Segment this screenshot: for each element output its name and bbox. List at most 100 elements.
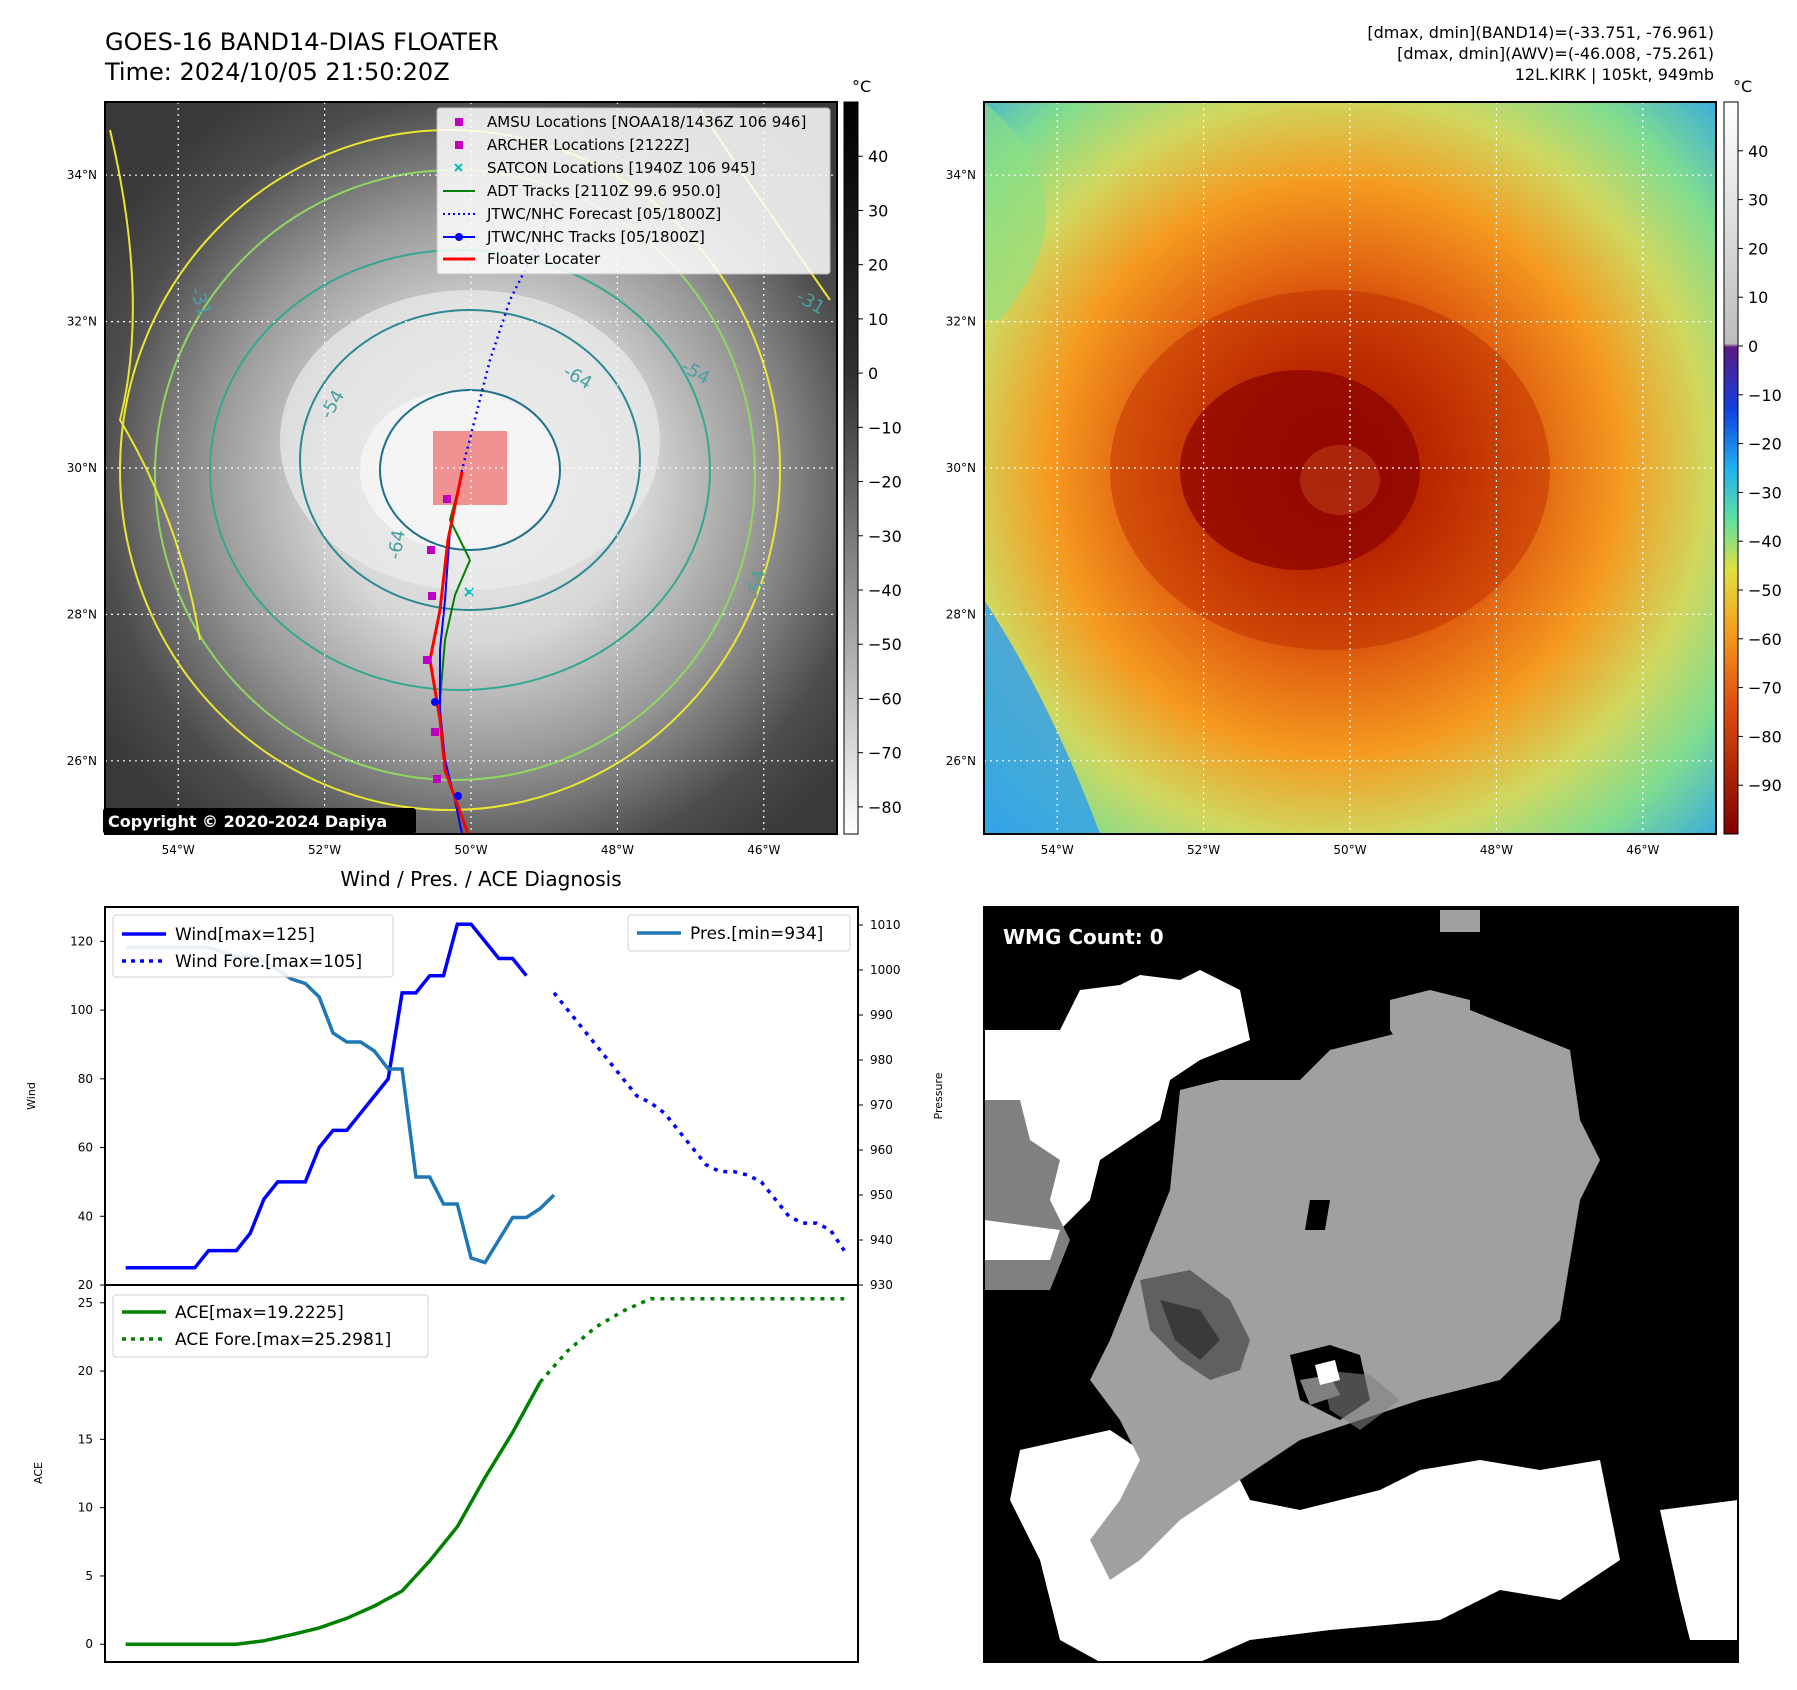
adt-track bbox=[439, 474, 472, 701]
colorbar-left bbox=[843, 101, 859, 835]
pressure-tick-label: 990 bbox=[870, 1008, 893, 1022]
series-line bbox=[552, 991, 846, 1252]
grid-right bbox=[984, 102, 1716, 834]
colorbar-tick-label: −40 bbox=[868, 581, 902, 600]
colorbar-left-ticks: 40 30 20 10 0 −10 −20 −30 −40 −50 −60 −70 −80 bbox=[858, 147, 902, 817]
series-line bbox=[125, 1381, 542, 1646]
ace-tick-label: 25 bbox=[78, 1296, 93, 1310]
amsu-marker bbox=[443, 495, 451, 503]
archer-marker bbox=[423, 656, 431, 664]
wind-tick-label: 40 bbox=[78, 1209, 93, 1223]
legend-satcon: SATCON Locations [1940Z 106 945] bbox=[487, 159, 755, 177]
wind-chart-axes: 20 40 60 80 100 120 930 940 950 960 970 980 990 1000 1… bbox=[70, 918, 900, 1292]
series-line bbox=[538, 1296, 845, 1384]
colorbar-tick-label: −60 bbox=[1748, 630, 1782, 649]
ace-chart bbox=[125, 1296, 845, 1646]
lon-tick-label: 50°W bbox=[454, 843, 487, 857]
ace-ylabel: ACE bbox=[32, 1462, 45, 1484]
ace-tick-label: 20 bbox=[78, 1364, 93, 1378]
lon-tick-label: 54°W bbox=[162, 843, 195, 857]
colorbar-tick-label: −80 bbox=[868, 798, 902, 817]
lat-tick-label: 32°N bbox=[946, 315, 976, 329]
lat-tick-label: 26°N bbox=[67, 754, 97, 768]
lon-tick-label: 52°W bbox=[308, 843, 341, 857]
archer-marker bbox=[431, 728, 439, 736]
legend-amsu: AMSU Locations [NOAA18/1436Z 106 946] bbox=[487, 113, 806, 131]
lon-tick-label: 46°W bbox=[1626, 843, 1659, 857]
colorbar-tick-label: 40 bbox=[868, 147, 888, 166]
wmg-panel bbox=[984, 907, 1738, 1662]
wind-tick-label: 120 bbox=[70, 934, 93, 948]
lat-tick-label: 28°N bbox=[946, 607, 976, 621]
legend-forecast: JTWC/NHC Forecast [05/1800Z] bbox=[486, 205, 721, 223]
ace-tick-label: 10 bbox=[78, 1501, 93, 1515]
colorbar-tick-label: 20 bbox=[868, 256, 888, 275]
wmg-count: WMG Count: 0 bbox=[1003, 925, 1164, 949]
jtwc-track-point bbox=[454, 792, 462, 800]
lon-tick-label: 50°W bbox=[1333, 843, 1366, 857]
pressure-ylabel: Pressure bbox=[932, 1072, 945, 1119]
colorbar-right bbox=[1723, 101, 1739, 835]
colorbar-tick-label: 10 bbox=[1748, 288, 1768, 307]
lon-tick-label: 46°W bbox=[747, 843, 780, 857]
ir-map-left-frame bbox=[104, 101, 838, 835]
lat-tick-label: 26°N bbox=[946, 754, 976, 768]
colorbar-tick-label: −20 bbox=[1748, 435, 1782, 454]
lat-tick-label: 34°N bbox=[946, 168, 976, 182]
legend-acefore: ACE Fore.[max=25.2981] bbox=[175, 1330, 391, 1350]
legend-tracks: JTWC/NHC Tracks [05/1800Z] bbox=[486, 228, 705, 246]
colorbar-tick-label: −30 bbox=[868, 527, 902, 546]
legend-marker-archer bbox=[455, 141, 463, 149]
colorbar-right-unit: °C bbox=[1733, 77, 1752, 96]
copyright: Copyright © 2020-2024 Dapiya bbox=[108, 812, 387, 831]
storm-info: 12L.KIRK | 105kt, 949mb bbox=[1515, 65, 1714, 84]
legend-pres: Pres.[min=934] bbox=[690, 924, 823, 944]
colorbar-tick-label: −80 bbox=[1748, 727, 1782, 746]
colorbar-tick-label: −20 bbox=[868, 473, 902, 492]
pressure-tick-label: 970 bbox=[870, 1098, 893, 1112]
colorbar-tick-label: −10 bbox=[1748, 386, 1782, 405]
archer-marker bbox=[427, 546, 435, 554]
ace-chart-axes: 0 5 10 15 20 25 bbox=[78, 1296, 105, 1651]
ace-legend: ACE[max=19.2225] ACE Fore.[max=25.2981] bbox=[112, 1294, 429, 1358]
ir-map-right bbox=[984, 102, 1716, 834]
pressure-tick-label: 980 bbox=[870, 1053, 893, 1067]
floater-box bbox=[433, 431, 507, 505]
colorbar-tick-label: −10 bbox=[868, 418, 902, 437]
colorbar-tick-label: −50 bbox=[868, 635, 902, 654]
colorbar-tick-label: 20 bbox=[1748, 239, 1768, 258]
colorbar-tick-label: −40 bbox=[1748, 532, 1782, 551]
lon-tick-label: 52°W bbox=[1187, 843, 1220, 857]
colorbar-tick-label: 30 bbox=[868, 201, 888, 220]
lon-tick-label: 54°W bbox=[1041, 843, 1074, 857]
pressure-tick-label: 930 bbox=[870, 1278, 893, 1292]
colorbar-tick-label: −90 bbox=[1748, 776, 1782, 795]
lat-tick-label: 28°N bbox=[67, 607, 97, 621]
contour-label: -64 bbox=[384, 528, 410, 561]
wind-tick-label: 60 bbox=[78, 1141, 93, 1155]
archer-marker bbox=[428, 592, 436, 600]
wind-tick-label: 100 bbox=[70, 1003, 93, 1017]
pressure-tick-label: 940 bbox=[870, 1233, 893, 1247]
legend-wind: Wind[max=125] bbox=[175, 925, 315, 945]
stat-band14: [dmax, dmin](BAND14)=(-33.751, -76.961) bbox=[1367, 23, 1714, 42]
copyright-box bbox=[103, 808, 416, 834]
wmg-panel-frame bbox=[983, 906, 1739, 1663]
legend-adt: ADT Tracks [2110Z 99.6 950.0] bbox=[487, 182, 721, 200]
legend-marker-amsu bbox=[455, 118, 463, 126]
lon-tick-label: 48°W bbox=[601, 843, 634, 857]
ir-map-right-frame bbox=[983, 101, 1717, 835]
pressure-tick-label: 960 bbox=[870, 1143, 893, 1157]
lat-tick-label: 30°N bbox=[946, 461, 976, 475]
colorbar-tick-label: 0 bbox=[868, 364, 878, 383]
lat-tick-label: 32°N bbox=[67, 315, 97, 329]
pressure-tick-label: 950 bbox=[870, 1188, 893, 1202]
colorbar-tick-label: 30 bbox=[1748, 191, 1768, 210]
colorbar-right-ticks: 40 30 20 10 0 −10 −20 −30 −40 −50 −60 −70 −80 −90 bbox=[1738, 142, 1782, 795]
legend-archer: ARCHER Locations [2122Z] bbox=[487, 136, 690, 154]
ace-tick-label: 5 bbox=[85, 1569, 93, 1583]
legend-windfore: Wind Fore.[max=105] bbox=[175, 952, 362, 972]
chart-title: Wind / Pres. / ACE Diagnosis bbox=[340, 867, 621, 891]
colorbar-tick-label: −50 bbox=[1748, 581, 1782, 600]
lat-tick-label: 30°N bbox=[67, 461, 97, 475]
